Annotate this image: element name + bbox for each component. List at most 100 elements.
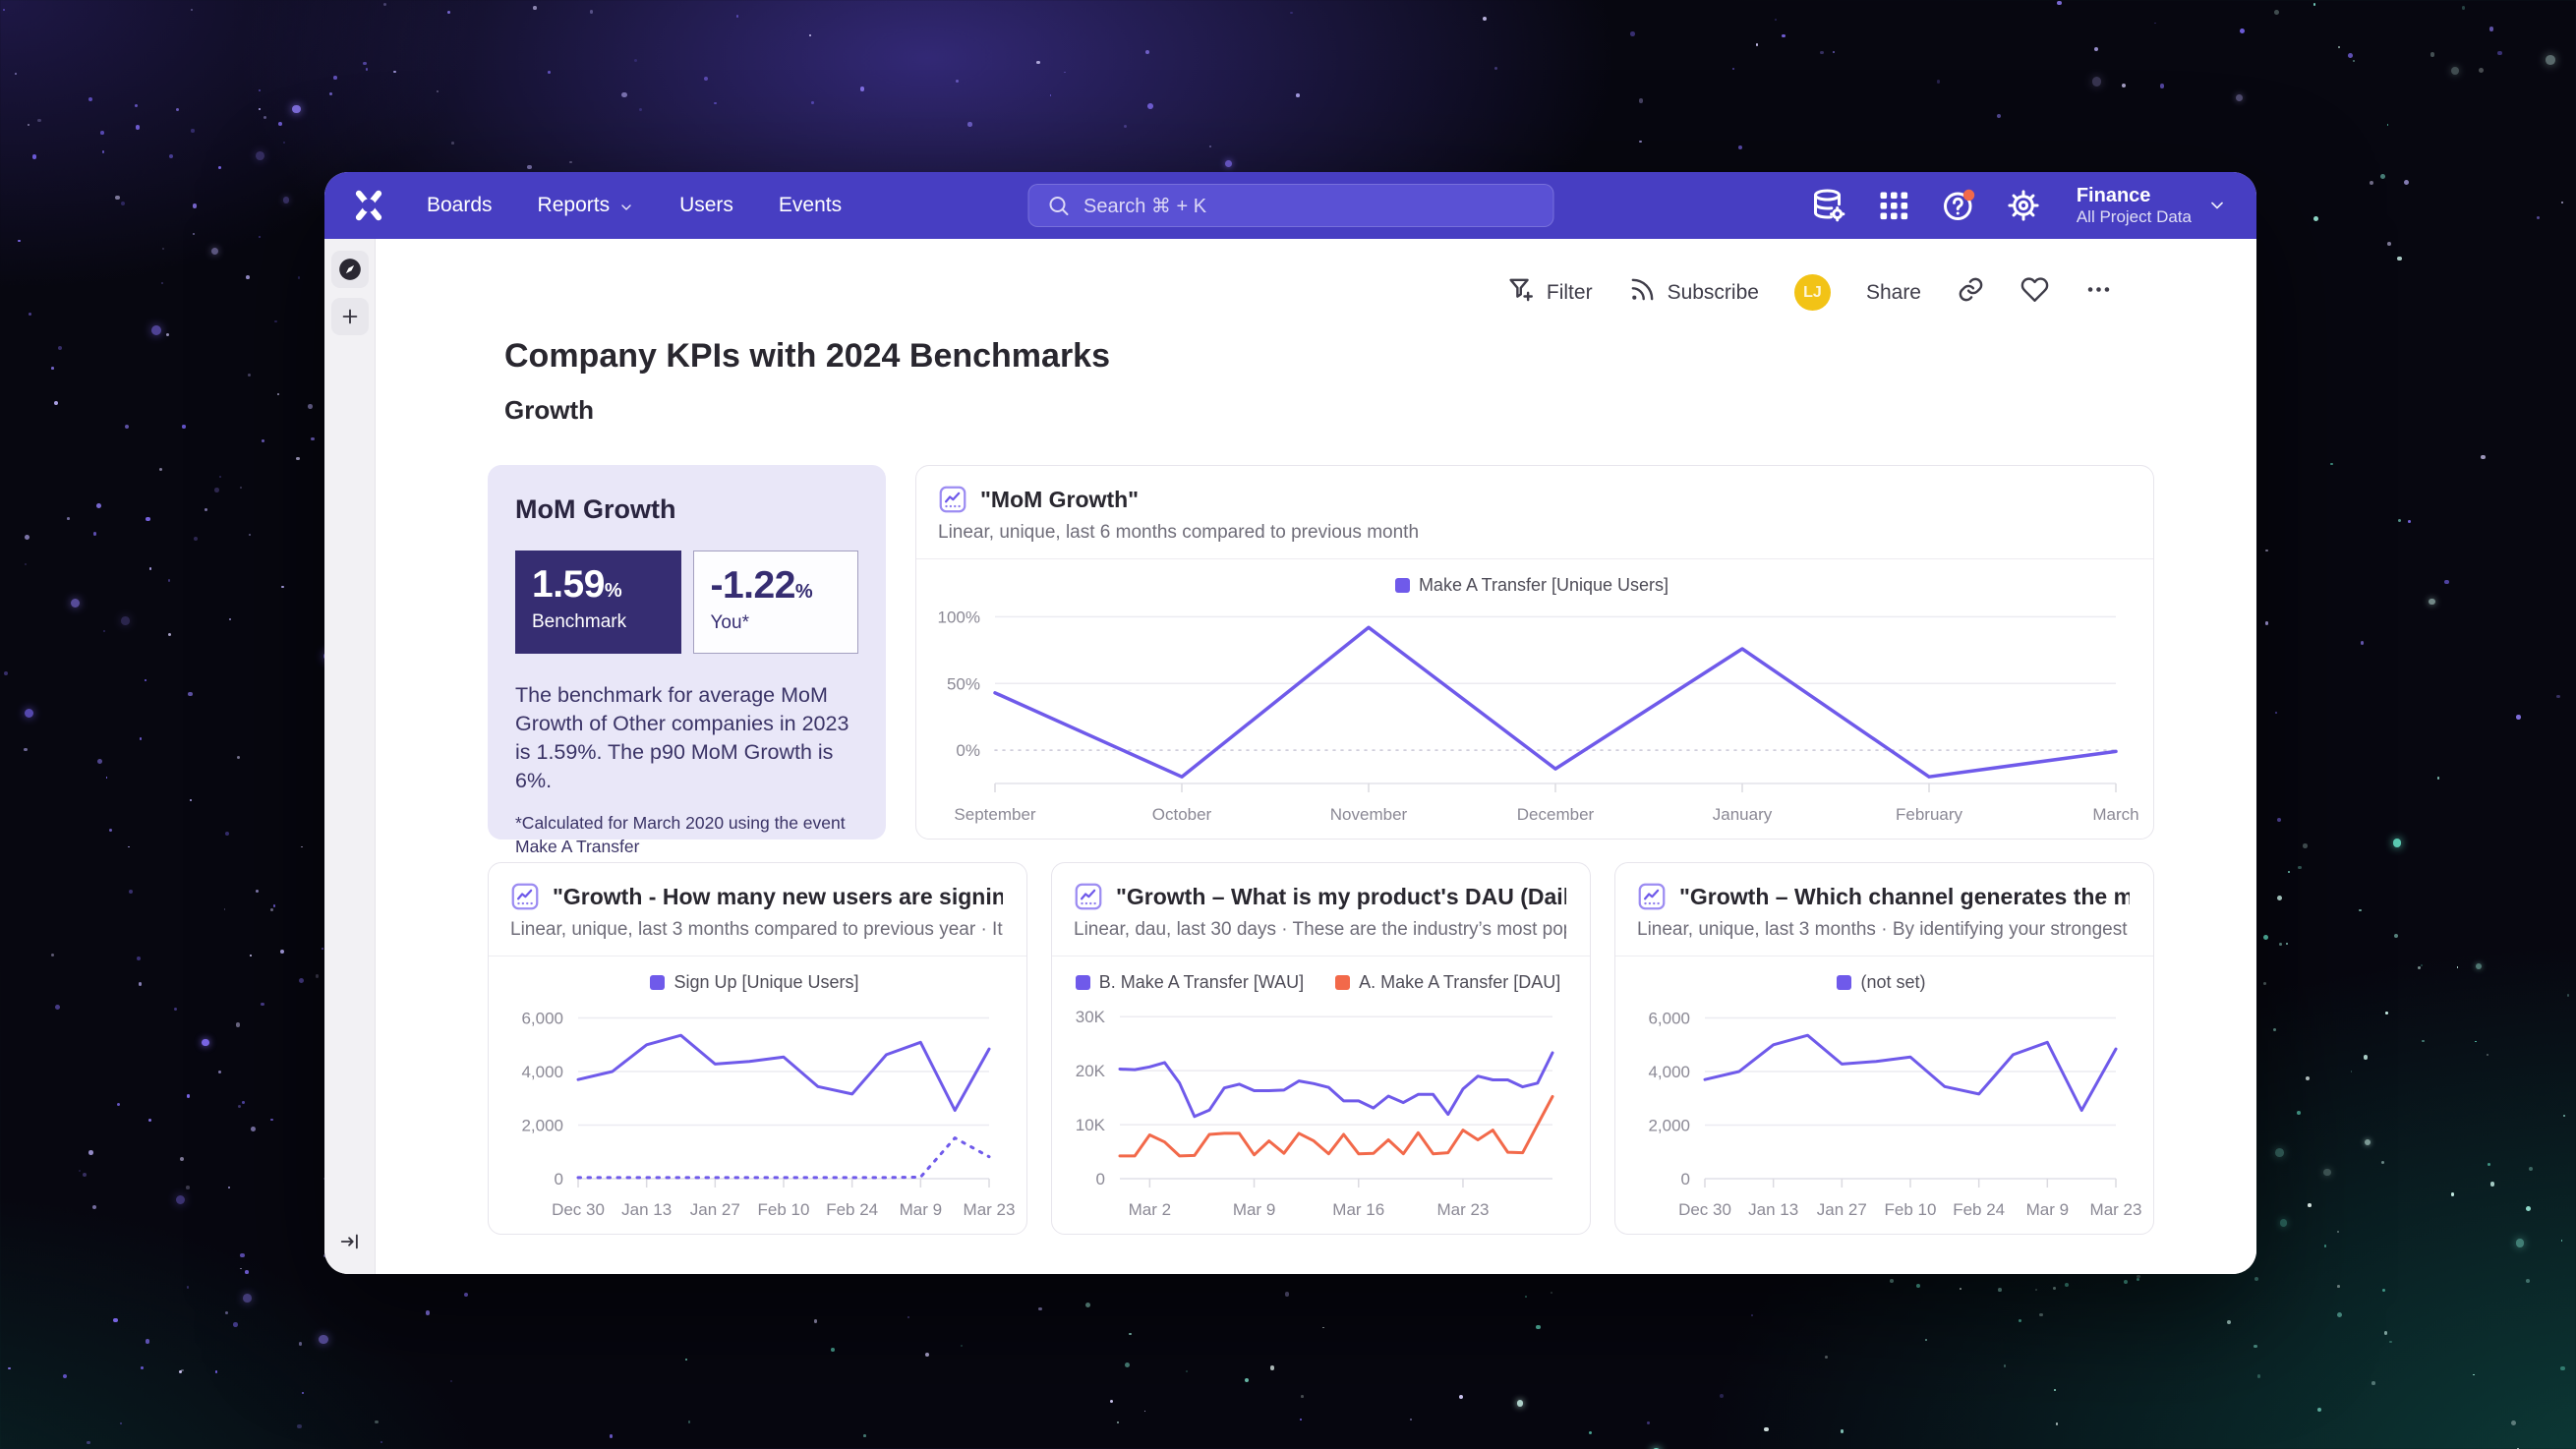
svg-text:Feb 10: Feb 10 <box>758 1200 810 1219</box>
report-title[interactable]: "Growth – Which channel generates the mo… <box>1679 883 2130 909</box>
page-title: Company KPIs with 2024 Benchmarks <box>504 337 1111 375</box>
chart-area: (not set) 6,000 4,000 2,000 0 Dec 30 Jan 13 Ja… <box>1615 956 2153 1234</box>
report-subtitle: Linear, unique, last 3 months compared t… <box>510 919 1003 940</box>
svg-text:November: November <box>1330 805 1408 824</box>
kpi-benchmark-label: Benchmark <box>532 611 627 632</box>
svg-text:January: January <box>1713 805 1773 824</box>
svg-text:0: 0 <box>555 1170 563 1188</box>
report-title[interactable]: "MoM Growth" <box>980 486 1140 512</box>
svg-text:Feb 24: Feb 24 <box>1953 1200 2005 1219</box>
svg-text:50%: 50% <box>947 674 980 693</box>
mixpanel-logo-icon[interactable] <box>348 185 389 226</box>
svg-text:Mar 9: Mar 9 <box>2026 1200 2069 1219</box>
left-sidebar <box>324 239 376 1274</box>
line-chart-dau-wau: 30K 20K 10K 0 Mar 2 Mar 9 Mar 16 Mar 23 <box>1076 1008 1554 1219</box>
cards-row-1: MoM Growth 1.59% Benchmark -1.22% You* <box>488 465 2154 856</box>
avatar[interactable]: LJ <box>1793 274 1831 311</box>
subscribe-label: Subscribe <box>1667 280 1759 304</box>
report-card-mom-growth[interactable]: "MoM Growth" Linear, unique, last 6 mont… <box>915 465 2154 840</box>
project-switcher[interactable]: Finance All Project Data <box>2077 185 2227 227</box>
nav-item-label: Events <box>778 194 843 216</box>
subscribe-button[interactable]: Subscribe <box>1628 275 1759 310</box>
chart-area: Sign Up [Unique Users] 6,000 4,000 2,000 0 D… <box>489 956 1026 1234</box>
summary-card-title: MoM Growth <box>515 494 676 524</box>
svg-text:Feb 10: Feb 10 <box>1885 1200 1937 1219</box>
line-chart-channels: 6,000 4,000 2,000 0 Dec 30 Jan 13 Jan 27 Feb 10… <box>1648 1010 2141 1219</box>
ellipsis-icon <box>2084 275 2113 310</box>
report-subtitle: Linear, dau, last 30 days · These are th… <box>1074 919 1566 940</box>
svg-text:Mar 23: Mar 23 <box>1437 1200 1490 1219</box>
svg-text:February: February <box>1896 805 1963 824</box>
nav-item-events[interactable]: Events <box>779 194 842 217</box>
chevron-down-icon <box>618 198 634 213</box>
expand-sidebar-button[interactable] <box>331 1223 369 1260</box>
cards-row-2: "Growth - How many new users are signing… <box>488 862 2154 1235</box>
summary-footnote: *Calculated for March 2020 using the eve… <box>515 813 846 856</box>
legend-item[interactable]: Sign Up [Unique Users] <box>650 972 859 993</box>
svg-text:September: September <box>954 805 1035 824</box>
chart-legend: Sign Up [Unique Users] <box>500 964 1009 995</box>
nav-item-users[interactable]: Users <box>679 194 733 217</box>
card-header: "Growth – What is my product's DAU (Dai l… <box>1052 863 1590 956</box>
report-card-signup-channels[interactable]: "Growth – Which channel generates the mo… <box>1614 862 2154 1235</box>
search-input[interactable]: Search ⌘ + K <box>1027 184 1553 227</box>
more-menu-button[interactable] <box>2084 275 2113 310</box>
report-card-dau[interactable]: "Growth – What is my product's DAU (Dai l… <box>1051 862 1591 1235</box>
share-button[interactable]: Share <box>1866 281 1921 305</box>
legend-item[interactable]: Make A Transfer [Unique Users] <box>1394 575 1669 596</box>
svg-text:20K: 20K <box>1076 1062 1106 1080</box>
settings-gear-icon[interactable] <box>2006 188 2041 223</box>
svg-text:Dec 30: Dec 30 <box>552 1200 605 1219</box>
line-chart-report-icon <box>1074 882 1103 911</box>
kpi-you-value: -1.22 <box>710 564 796 607</box>
svg-text:December: December <box>1517 805 1595 824</box>
report-title[interactable]: "Growth - How many new users are signing… <box>553 883 1003 909</box>
legend-label: (not set) <box>1860 972 1926 992</box>
link-icon <box>1957 275 1985 310</box>
legend-label: Sign Up [Unique Users] <box>673 972 859 992</box>
legend-item[interactable]: (not set) <box>1837 972 1926 993</box>
data-management-icon[interactable] <box>1811 188 1846 223</box>
kpi-benchmark: 1.59% Benchmark <box>515 551 681 654</box>
compass-icon <box>338 259 361 280</box>
svg-text:Mar 16: Mar 16 <box>1332 1200 1384 1219</box>
chart-legend: Make A Transfer [Unique Users] <box>928 567 2136 598</box>
svg-text:4,000: 4,000 <box>1648 1063 1690 1081</box>
svg-text:Jan 27: Jan 27 <box>1817 1200 1867 1219</box>
svg-text:Mar 23: Mar 23 <box>964 1200 1016 1219</box>
report-subtitle: Linear, unique, last 6 months compared t… <box>938 522 1420 543</box>
filter-button[interactable]: Filter <box>1507 275 1593 310</box>
svg-text:Mar 23: Mar 23 <box>2090 1200 2142 1219</box>
search-icon <box>1046 194 1070 217</box>
search-placeholder: Search ⌘ + K <box>1083 195 1207 217</box>
legend-swatch <box>650 975 666 990</box>
nav-item-reports[interactable]: Reports <box>538 194 635 217</box>
legend-item[interactable]: A. Make A Transfer [DAU] <box>1335 972 1560 993</box>
line-chart-signups: 6,000 4,000 2,000 0 Dec 30 Jan 13 Jan 27 Feb 10… <box>521 1010 1015 1219</box>
card-header: "Growth – Which channel generates the mo… <box>1615 863 2153 956</box>
help-icon[interactable] <box>1941 188 1976 223</box>
heart-icon <box>2020 275 2049 310</box>
copy-link-button[interactable] <box>1957 275 1985 310</box>
legend-item[interactable]: B. Make A Transfer [WAU] <box>1075 972 1305 993</box>
line-chart-mom-growth: 100% 50% 0% September October November Decembe… <box>938 608 2139 824</box>
nav-item-boards[interactable]: Boards <box>427 194 493 217</box>
svg-text:March: March <box>2092 805 2138 824</box>
card-header: "MoM Growth" Linear, unique, last 6 mont… <box>916 466 2153 559</box>
apps-grid-icon[interactable] <box>1876 188 1911 223</box>
nav-item-label: Reports <box>537 194 611 216</box>
legend-label: B. Make A Transfer [WAU] <box>1098 972 1305 992</box>
report-title[interactable]: "Growth – What is my product's DAU (Dail… <box>1116 883 1566 909</box>
discover-boards-button[interactable] <box>330 251 369 288</box>
svg-text:October: October <box>1152 805 1212 824</box>
new-board-button[interactable] <box>330 298 369 335</box>
filter-label: Filter <box>1546 280 1593 304</box>
chevron-down-icon <box>2207 196 2227 215</box>
report-card-new-signups[interactable]: "Growth - How many new users are signing… <box>488 862 1027 1235</box>
kpi-you: -1.22% You* <box>692 551 858 654</box>
favorite-button[interactable] <box>2020 275 2049 310</box>
card-header: "Growth - How many new users are signing… <box>489 863 1026 956</box>
project-scope: All Project Data <box>2076 206 2192 226</box>
expand-panel-icon <box>340 1234 358 1249</box>
chart-area: Make A Transfer [Unique Users] 100% 50% 0%… <box>916 559 2153 839</box>
